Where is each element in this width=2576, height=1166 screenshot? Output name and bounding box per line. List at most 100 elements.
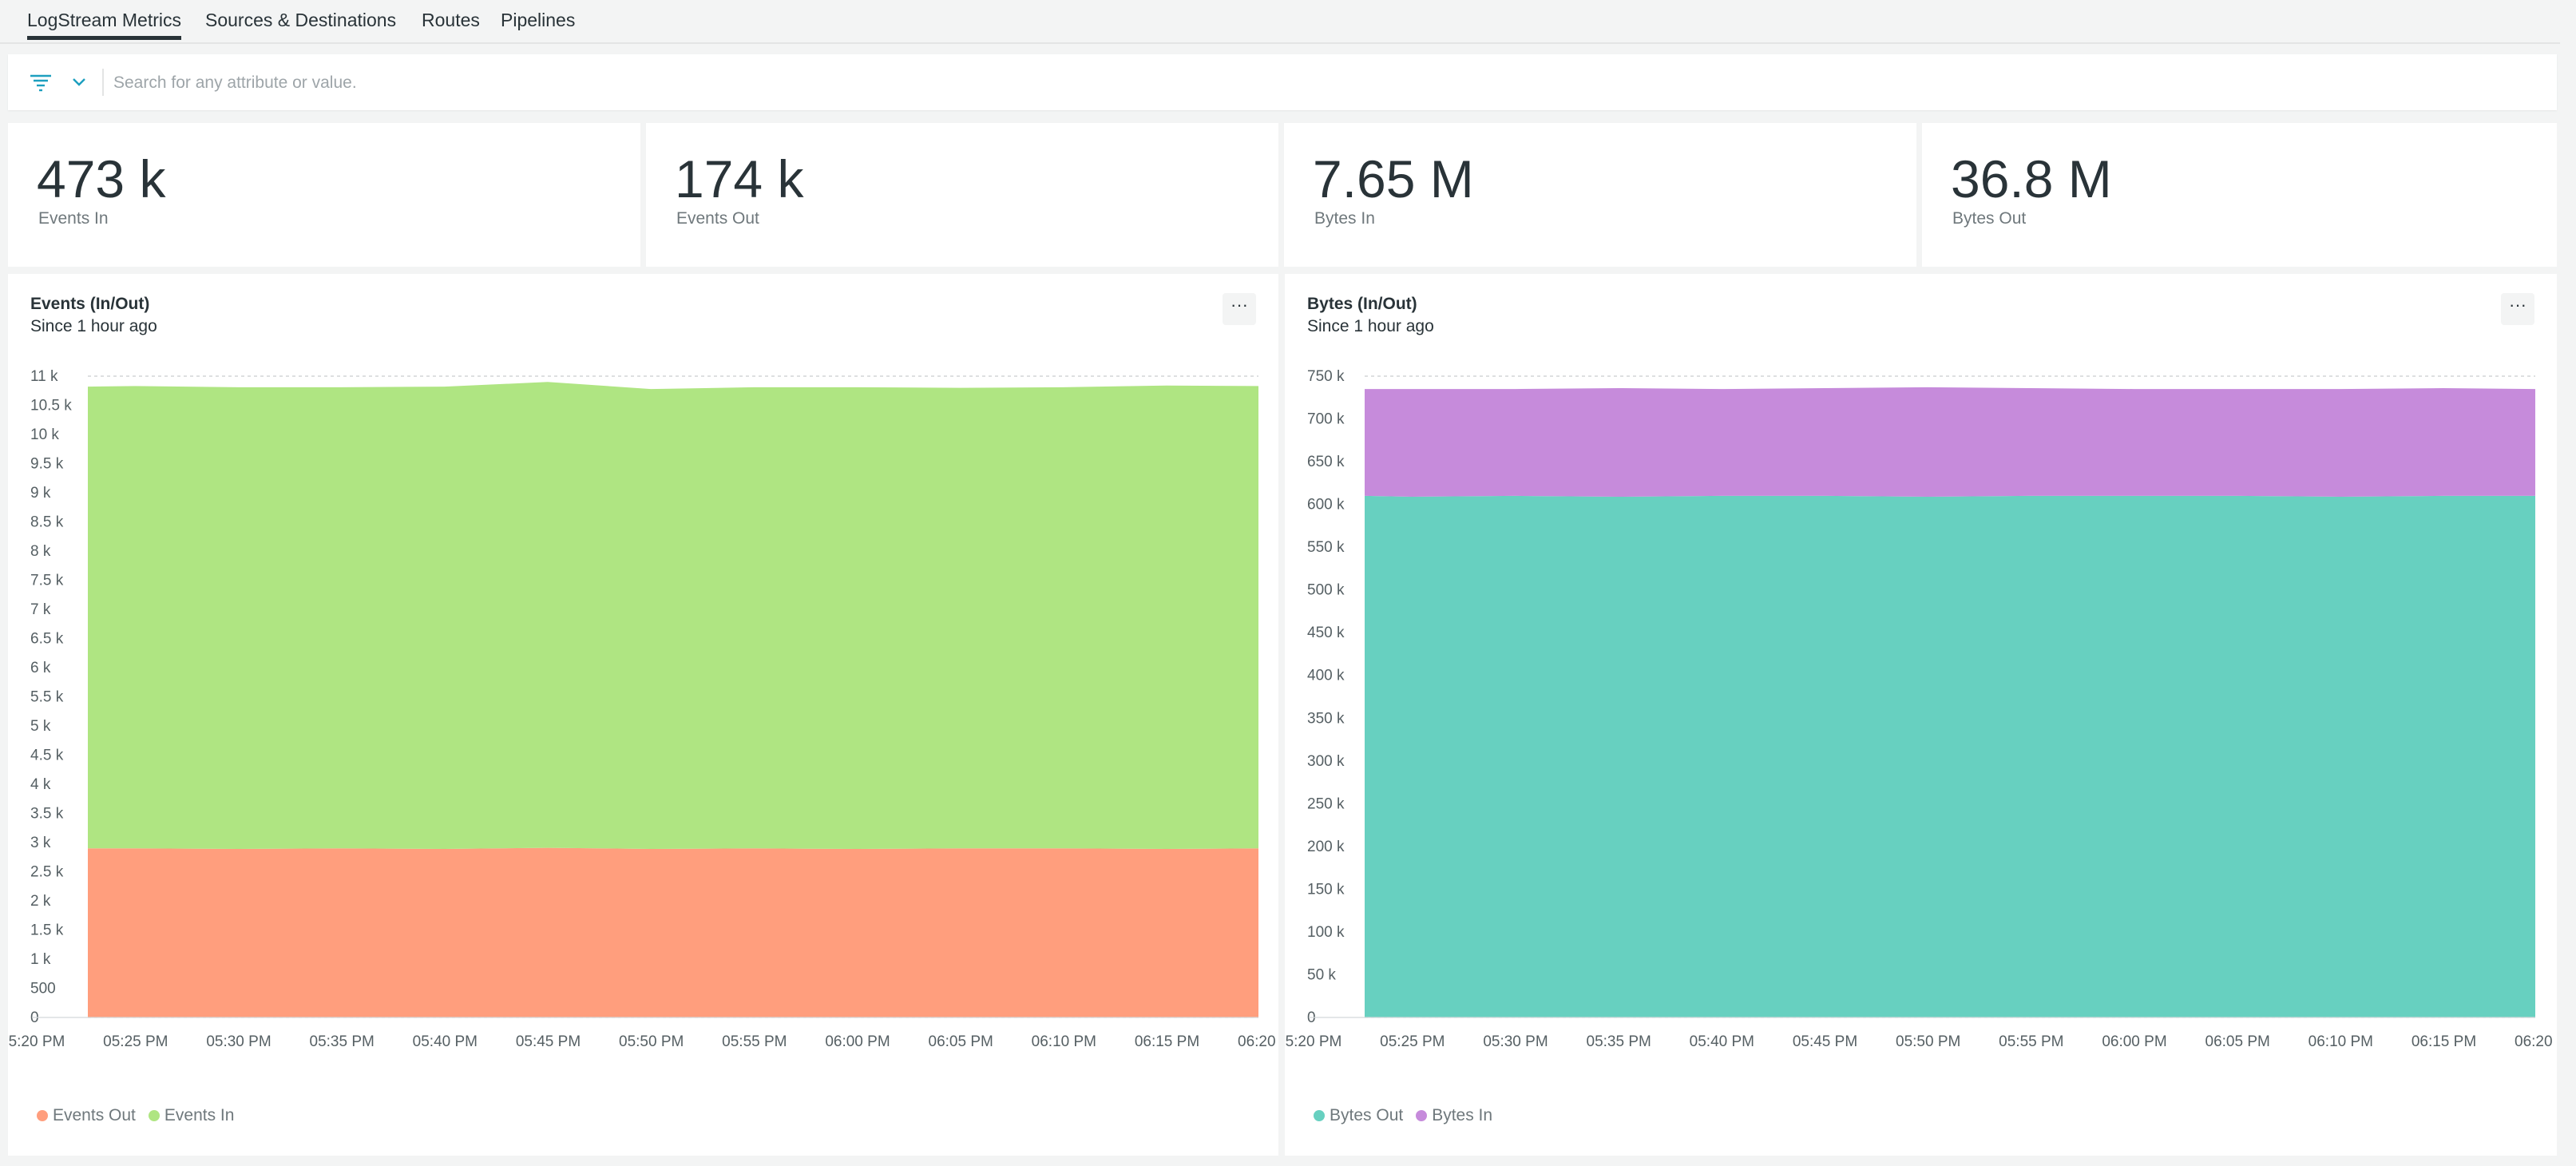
x-tick-label: 06:20 PM [2515, 1033, 2557, 1050]
kpi-bytes-in: 7.65 M Bytes In [1284, 123, 1916, 267]
legend-item[interactable]: Bytes In [1416, 1106, 1492, 1125]
x-tick-label: 06:00 PM [825, 1033, 890, 1050]
y-tick-label: 2.5 k [30, 864, 64, 881]
area-series-events-out[interactable] [88, 847, 1258, 1017]
kpi-label: Events Out [676, 209, 759, 228]
y-tick-label: 750 k [1307, 368, 1345, 385]
kpi-events-in: 473 k Events In [8, 123, 640, 267]
kpi-label: Events In [38, 209, 109, 228]
filter-search-bar [8, 54, 2557, 110]
y-tick-label: 10 k [30, 426, 59, 443]
kpi-value: 174 k [675, 149, 804, 208]
x-tick-label: 06:10 PM [1032, 1033, 1096, 1050]
legend-swatch [1416, 1110, 1428, 1121]
legend-item[interactable]: Events Out [37, 1106, 136, 1125]
tab-routes[interactable]: Routes [422, 10, 480, 30]
y-tick-label: 150 k [1307, 881, 1345, 898]
y-tick-label: 5.5 k [30, 689, 64, 706]
chart-legend: Bytes Out Bytes In [1314, 1106, 1505, 1125]
x-tick-label: 05:20 PM [1285, 1033, 1342, 1050]
y-tick-label: 9 k [30, 485, 51, 502]
x-tick-label: 06:20 PM [1238, 1033, 1278, 1050]
kpi-value: 473 k [37, 149, 166, 208]
y-tick-label: 100 k [1307, 924, 1345, 941]
y-tick-label: 10.5 k [30, 398, 72, 414]
events-chart-panel: Events (In/Out) Since 1 hour ago ··· 0 50… [8, 274, 1278, 1156]
tab-sources-destinations[interactable]: Sources & Destinations [205, 10, 397, 30]
y-tick-label: 500 [30, 981, 56, 997]
x-tick-label: 05:55 PM [1999, 1033, 2063, 1050]
y-tick-label: 3 k [30, 835, 51, 851]
kpi-value: 7.65 M [1313, 149, 1474, 208]
x-tick-label: 05:25 PM [103, 1033, 168, 1050]
y-tick-label: 400 k [1307, 668, 1345, 684]
legend-item[interactable]: Bytes Out [1314, 1106, 1403, 1125]
search-divider [102, 69, 104, 96]
x-tick-label: 05:50 PM [619, 1033, 684, 1050]
y-tick-label: 350 k [1307, 710, 1345, 727]
legend-label: Events In [164, 1106, 235, 1124]
kpi-value: 36.8 M [1951, 149, 2112, 208]
x-tick-label: 05:45 PM [1793, 1033, 1857, 1050]
y-tick-label: 2 k [30, 893, 51, 910]
x-tick-label: 05:35 PM [1587, 1033, 1651, 1050]
more-options-button[interactable]: ··· [1223, 293, 1256, 325]
legend-label: Events Out [53, 1106, 136, 1124]
area-series-bytes-out[interactable] [1365, 495, 2535, 1017]
y-tick-label: 8 k [30, 543, 51, 560]
chart-subtitle: Since 1 hour ago [30, 317, 157, 335]
y-tick-label: 1 k [30, 951, 51, 968]
legend-item[interactable]: Events In [148, 1106, 235, 1125]
legend-label: Bytes In [1432, 1106, 1493, 1124]
tab-pipelines[interactable]: Pipelines [501, 10, 576, 30]
chart-title: Events (In/Out) [30, 295, 150, 313]
x-tick-label: 05:55 PM [722, 1033, 787, 1050]
y-tick-label: 250 k [1307, 795, 1345, 812]
y-tick-label: 550 k [1307, 539, 1345, 556]
y-tick-label: 50 k [1307, 966, 1336, 983]
y-tick-label: 200 k [1307, 839, 1345, 855]
chart-subtitle: Since 1 hour ago [1307, 317, 1434, 335]
x-tick-label: 05:40 PM [413, 1033, 478, 1050]
area-series-bytes-in[interactable] [1365, 387, 2535, 497]
search-input[interactable] [112, 67, 2511, 99]
x-tick-label: 06:05 PM [2205, 1033, 2270, 1050]
y-tick-label: 650 k [1307, 454, 1345, 470]
kpi-bytes-out: 36.8 M Bytes Out [1922, 123, 2557, 267]
y-tick-label: 6 k [30, 660, 51, 676]
y-tick-label: 11 k [30, 368, 58, 385]
area-series-events-in[interactable] [88, 382, 1258, 849]
x-tick-label: 05:30 PM [206, 1033, 271, 1050]
legend-swatch [1314, 1110, 1325, 1121]
x-tick-label: 05:30 PM [1483, 1033, 1548, 1050]
chevron-down-icon[interactable] [70, 72, 88, 93]
tab-logstream-metrics[interactable]: LogStream Metrics [27, 8, 182, 40]
x-tick-label: 06:05 PM [929, 1033, 993, 1050]
legend-label: Bytes Out [1330, 1106, 1404, 1124]
y-tick-label: 7.5 k [30, 573, 64, 589]
y-tick-label: 8.5 k [30, 514, 64, 531]
bytes-chart-panel: Bytes (In/Out) Since 1 hour ago ··· 0 50 … [1285, 274, 2557, 1156]
x-tick-label: 05:45 PM [516, 1033, 581, 1050]
legend-swatch [148, 1110, 160, 1121]
chart-legend: Events Out Events In [37, 1106, 247, 1125]
filter-icon[interactable] [29, 70, 53, 94]
y-tick-label: 4 k [30, 776, 51, 793]
more-options-button[interactable]: ··· [2501, 293, 2534, 325]
chart-title: Bytes (In/Out) [1307, 295, 1417, 313]
x-tick-label: 05:35 PM [310, 1033, 375, 1050]
x-tick-label: 06:00 PM [2102, 1033, 2166, 1050]
top-tabs: LogStream Metrics Sources & Destinations… [0, 0, 2576, 44]
y-tick-label: 7 k [30, 601, 51, 618]
y-tick-label: 5 k [30, 718, 51, 735]
x-tick-label: 05:20 PM [8, 1033, 65, 1050]
y-tick-label: 500 k [1307, 582, 1345, 599]
y-tick-label: 6.5 k [30, 631, 64, 648]
y-tick-label: 4.5 k [30, 748, 64, 764]
tabs-divider [0, 42, 2560, 44]
y-tick-label: 3.5 k [30, 806, 64, 823]
y-tick-label: 700 k [1307, 411, 1345, 428]
y-tick-label: 1.5 k [30, 922, 64, 939]
